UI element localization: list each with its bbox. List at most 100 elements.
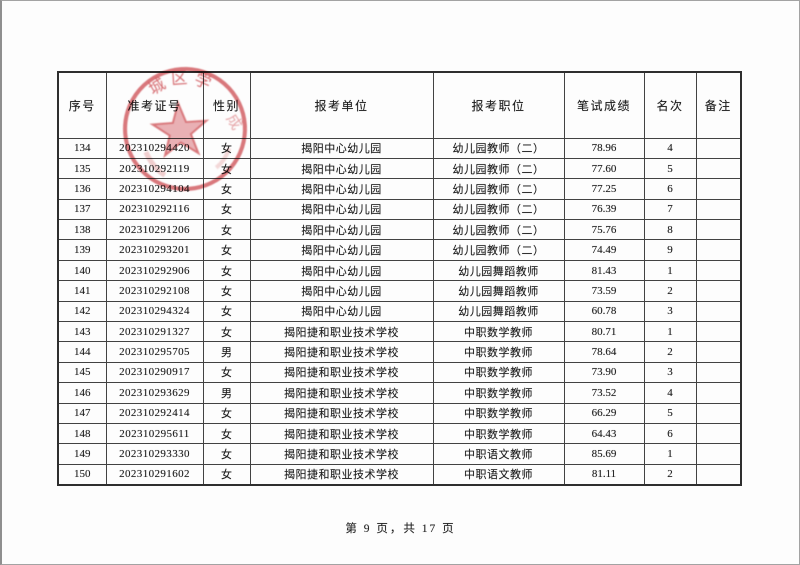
cell-no: 149 <box>57 443 107 465</box>
cell-rank: 1 <box>643 443 697 465</box>
table-row: 142 202310294324 女揭阳中心幼儿园 幼儿园舞蹈教师 60.78 3 <box>57 300 742 323</box>
cell-id: 202310291327 <box>105 321 204 343</box>
cell-unit: 揭阳中心幼儿园 <box>249 300 434 323</box>
cell-gender: 女 <box>202 300 251 323</box>
cell-no: 148 <box>57 422 107 445</box>
cell-gender: 女 <box>202 463 251 486</box>
cell-remark <box>695 443 742 465</box>
cell-id: 202310295705 <box>105 341 204 363</box>
cell-position: 幼儿园舞蹈教师 <box>432 300 565 323</box>
exam-results-table: 序号 准考证号 性别 报考单位 报考职位 笔试成绩 名次 备注 134 20231… <box>57 71 742 486</box>
cell-id: 202310291206 <box>105 219 204 241</box>
cell-score: 78.64 <box>563 341 645 363</box>
cell-id: 202310294104 <box>105 178 204 200</box>
cell-unit: 揭阳捷和职业技术学校 <box>249 463 434 486</box>
cell-no: 147 <box>57 402 107 424</box>
cell-gender: 女 <box>202 157 251 180</box>
cell-no: 150 <box>57 463 107 486</box>
cell-unit: 揭阳捷和职业技术学校 <box>249 321 434 343</box>
cell-remark <box>695 382 742 404</box>
cell-id: 202310292108 <box>105 280 204 302</box>
table-row: 136 202310294104 女揭阳中心幼儿园 幼儿园教师（二） 77.25 6 <box>57 178 742 200</box>
cell-no: 136 <box>57 178 107 200</box>
cell-gender: 女 <box>202 402 251 424</box>
cell-score: 85.69 <box>563 443 645 465</box>
cell-remark <box>695 239 742 261</box>
cell-rank: 8 <box>643 219 697 241</box>
cell-remark <box>695 321 742 343</box>
cell-no: 142 <box>57 300 107 323</box>
cell-rank: 2 <box>643 463 697 486</box>
cell-rank: 6 <box>643 178 697 200</box>
cell-remark <box>695 178 742 200</box>
cell-score: 77.25 <box>563 178 645 200</box>
col-header-gender: 性别 <box>202 71 251 139</box>
cell-id: 202310293201 <box>105 239 204 261</box>
cell-position: 中职数学教师 <box>432 422 565 445</box>
cell-rank: 7 <box>643 198 697 221</box>
table-row: 135 202310292119 女揭阳中心幼儿园 幼儿园教师（二） 77.60 5 <box>57 157 742 180</box>
table-row: 148 202310295611 女揭阳捷和职业技术学校 中职数学教师 64.43 6 <box>57 422 742 445</box>
cell-gender: 女 <box>202 321 251 343</box>
cell-remark <box>695 341 742 363</box>
cell-unit: 揭阳捷和职业技术学校 <box>249 341 434 363</box>
table-row: 149 202310293330 女揭阳捷和职业技术学校 中职语文教师 85.69 1 <box>57 443 742 465</box>
col-header-score: 笔试成绩 <box>563 71 645 139</box>
cell-no: 141 <box>57 280 107 302</box>
cell-score: 73.59 <box>563 280 645 302</box>
cell-unit: 揭阳捷和职业技术学校 <box>249 402 434 424</box>
table-row: 145 202310290917 女揭阳捷和职业技术学校 中职数学教师 73.90 3 <box>57 361 742 384</box>
cell-id: 202310292119 <box>105 157 204 180</box>
cell-no: 139 <box>57 239 107 261</box>
cell-score: 75.76 <box>563 219 645 241</box>
cell-position: 中职语文教师 <box>432 463 565 486</box>
table-row: 139 202310293201 女揭阳中心幼儿园 幼儿园教师（二） 74.49 9 <box>57 239 742 261</box>
cell-position: 幼儿园教师（二） <box>432 157 565 180</box>
cell-id: 202310291602 <box>105 463 204 486</box>
cell-id: 202310295611 <box>105 422 204 445</box>
cell-gender: 女 <box>202 361 251 384</box>
cell-unit: 揭阳中心幼儿园 <box>249 198 434 221</box>
cell-id: 202310290917 <box>105 361 204 384</box>
col-header-rank: 名次 <box>643 71 697 139</box>
table-row: 141 202310292108 女揭阳中心幼儿园 幼儿园舞蹈教师 73.59 2 <box>57 280 742 302</box>
cell-gender: 女 <box>202 198 251 221</box>
cell-rank: 3 <box>643 300 697 323</box>
cell-rank: 2 <box>643 341 697 363</box>
cell-remark <box>695 422 742 445</box>
cell-score: 77.60 <box>563 157 645 180</box>
cell-position: 幼儿园教师（二） <box>432 219 565 241</box>
cell-rank: 5 <box>643 157 697 180</box>
results-table-body: 134 202310294420 女揭阳中心幼儿园 幼儿园教师（二） 78.96 4 135… <box>57 137 742 486</box>
cell-gender: 女 <box>202 178 251 200</box>
table-row: 143 202310291327 女揭阳捷和职业技术学校 中职数学教师 80.71 1 <box>57 321 742 343</box>
cell-gender: 女 <box>202 422 251 445</box>
cell-id: 202310292116 <box>105 198 204 221</box>
cell-score: 81.43 <box>563 259 645 282</box>
cell-gender: 男 <box>202 382 251 404</box>
page-number-indicator: 第 9 页，共 17 页 <box>345 523 456 535</box>
cell-remark <box>695 198 742 221</box>
cell-remark <box>695 402 742 424</box>
cell-rank: 4 <box>643 382 697 404</box>
cell-unit: 揭阳中心幼儿园 <box>249 239 434 261</box>
cell-rank: 9 <box>643 239 697 261</box>
cell-no: 143 <box>57 321 107 343</box>
table-row: 137 202310292116 女揭阳中心幼儿园 幼儿园教师（二） 76.39 7 <box>57 198 742 221</box>
cell-id: 202310292414 <box>105 402 204 424</box>
cell-position: 幼儿园舞蹈教师 <box>432 259 565 282</box>
cell-remark <box>695 219 742 241</box>
cell-remark <box>695 300 742 323</box>
cell-unit: 揭阳捷和职业技术学校 <box>249 422 434 445</box>
col-header-seq: 序号 <box>57 71 107 139</box>
cell-position: 幼儿园教师（二） <box>432 198 565 221</box>
cell-position: 幼儿园教师（二） <box>432 239 565 261</box>
cell-no: 146 <box>57 382 107 404</box>
cell-no: 137 <box>57 198 107 221</box>
table-row: 150 202310291602 女揭阳捷和职业技术学校 中职语文教师 81.11 2 <box>57 463 742 486</box>
cell-no: 145 <box>57 361 107 384</box>
cell-score: 73.90 <box>563 361 645 384</box>
cell-score: 81.11 <box>563 463 645 486</box>
table-row: 147 202310292414 女揭阳捷和职业技术学校 中职数学教师 66.29 5 <box>57 402 742 424</box>
